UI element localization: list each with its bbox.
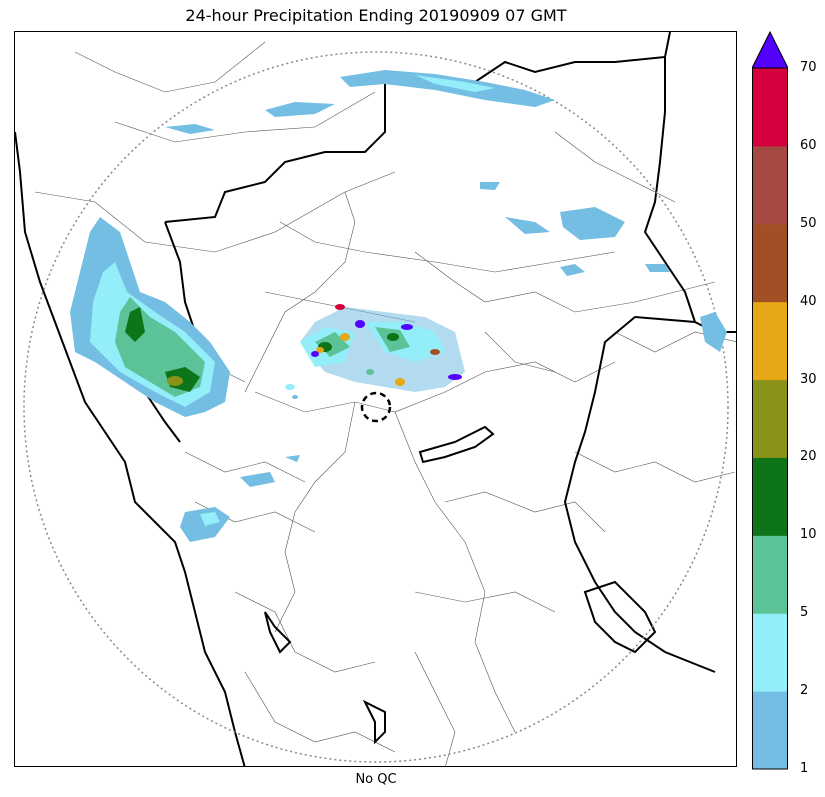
colorbar-extend-arrow (752, 30, 788, 69)
colorbar-tick-label: 20 (800, 449, 817, 465)
state-boundaries (15, 32, 736, 766)
radar-map-canvas (15, 32, 736, 766)
district-boundaries (34, 41, 736, 766)
colorbar-segment (752, 68, 788, 147)
colorbar-tick-label: 40 (800, 293, 817, 309)
colorbar-tick-label: 50 (800, 215, 817, 231)
colorbar-segment (752, 301, 788, 381)
colorbar-tick-label: 30 (800, 371, 817, 387)
range-ring (23, 51, 729, 763)
precip-western-band (70, 217, 230, 417)
colorbar-segment (752, 613, 788, 692)
colorbar-segment (752, 145, 788, 225)
colorbar-tick-label: 10 (800, 527, 817, 543)
colorbar-tick-label: 70 (800, 60, 817, 75)
colorbar-segments (752, 68, 788, 770)
x-axis-label: No QC (355, 772, 397, 787)
precip-northern-streak (165, 70, 555, 134)
colorbar-outline (752, 67, 788, 770)
precip-northeast (480, 182, 727, 352)
colorbar-tick-label: 2 (800, 683, 809, 699)
colorbar-segment (752, 379, 788, 458)
colorbar-tick-label: 1 (800, 761, 809, 776)
colorbar-segment (752, 535, 788, 614)
colorbar-segment (752, 223, 788, 303)
radar-site-marker (360, 391, 392, 423)
colorbar-tick-label: 5 (800, 605, 809, 621)
radar-map (14, 31, 737, 767)
precip-central-cluster (285, 304, 465, 399)
colorbar-tick-label: 60 (800, 137, 817, 153)
map-title: 24-hour Precipitation Ending 20190909 07… (185, 6, 567, 25)
colorbar-segment (752, 691, 788, 770)
precip-southwest (180, 455, 300, 542)
colorbar-segment (752, 457, 788, 536)
colorbar (752, 30, 788, 770)
